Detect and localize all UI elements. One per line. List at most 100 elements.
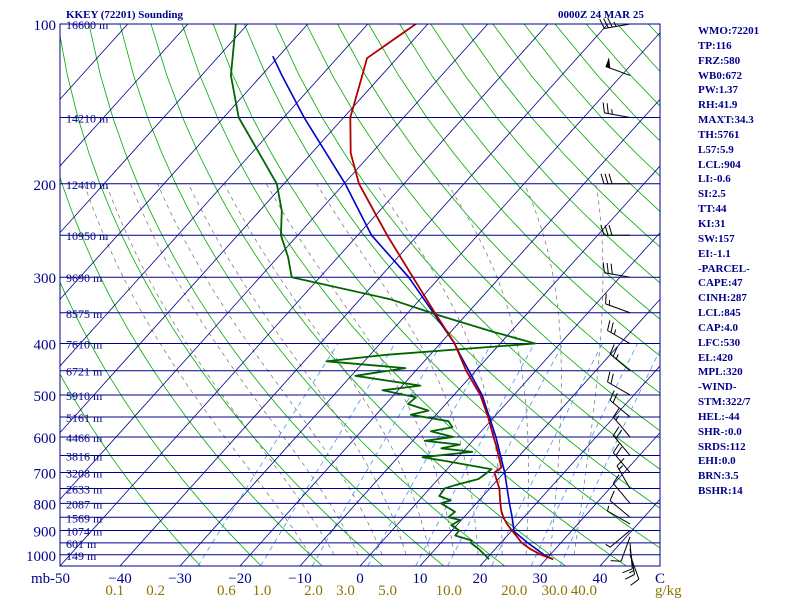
height-label: 2633 m [66,482,103,496]
wind-barb [609,490,631,518]
sounding-index-item: SRDS:112 [698,440,746,453]
wind-barb-staff [607,510,631,525]
temperature-tick-label: 20 [473,571,488,587]
wind-barb [605,57,631,76]
wind-barb-flag [610,560,622,562]
wind-barb-flag [612,474,620,484]
wind-barb [612,474,631,504]
wind-barb-flag [610,263,613,275]
wind-barb-flag [604,173,609,184]
sounding-index-item: HEL:-44 [698,410,740,423]
height-label: 4466 m [66,431,103,445]
wind-barb-flag [602,262,605,273]
wind-barb-staff [612,452,631,473]
moist-adiabat-line [523,183,562,555]
sounding-index-item: KI:31 [698,217,726,230]
plot-frame [59,23,661,567]
wind-barb [610,536,631,562]
wind-barb-staff [609,353,631,372]
sounding-profiles [230,24,554,561]
wind-barb-staff [609,399,631,418]
sounding-index-item: TH:5761 [698,128,740,141]
sounding-index-item: LCL:845 [698,307,741,320]
wind-barb-flag [610,373,614,385]
mixing-ratio-tick-label: 5.0 [378,583,397,599]
dry-adiabat-line [88,24,445,566]
mixing-ratio-line [197,343,339,566]
wind-barb-flag [630,578,640,586]
sounding-index-item: EI:-1.1 [698,247,731,260]
temperature-tick-label: 40 [593,571,608,587]
wind-barb-staff [605,303,631,314]
moist-adiabat-line [105,183,335,555]
sounding-index-item: PW:1.37 [698,84,739,97]
sounding-index-item: -PARCEL- [698,262,750,275]
wind-barb-flag [622,568,633,574]
height-label: 2087 m [66,497,103,511]
height-label: 6721 m [66,365,103,379]
sounding-index-item: LI:-0.6 [698,173,731,186]
isotherm-line [419,298,660,566]
moist-adiabat-line [157,183,383,555]
wind-barb-flag [624,574,635,580]
height-label: 16600 m [66,18,109,32]
isotherm-line [539,432,660,566]
dry-adiabat-line [212,24,660,549]
wind-barb [612,443,631,473]
dry-adiabat-line [181,24,627,566]
isotherms [60,24,660,566]
wind-barb-half-flag [628,570,635,574]
wind-barb-flag [607,371,611,383]
wind-barb-half-flag [615,354,619,360]
sounding-indices: WMO:72201 TP:116 FRZ:580 WB0:672 PW:1.37 RH:4… [698,24,759,499]
sounding-index-item: WB0:672 [698,69,742,82]
wind-barb-half-flag [618,465,623,470]
dry-adiabat-line [60,176,323,566]
wind-barb-flag [608,225,613,236]
mixing-ratio-tick-label: 20.0 [501,583,527,599]
mixing-ratio-line [530,343,639,566]
mixing-ratio-tick-label: 3.0 [336,583,355,599]
wind-barb-staff [607,330,631,344]
mixing-ratio-tick-label: 2.0 [304,583,323,599]
dry-adiabat-line [60,33,384,566]
wind-barb-flag [609,490,615,501]
height-label: 12410 m [66,178,109,192]
mixing-ratio-tick-label: 10.0 [436,583,462,599]
sounding-index-item: MAXT:34.3 [698,114,754,127]
height-label: 149 m [66,549,97,563]
isotherm-line [60,24,309,300]
wind-barb-flag [612,443,620,453]
wind-barb-flag [606,103,609,114]
mixing-ratio-line [415,343,535,566]
dry-adiabat-line [60,281,262,566]
dry-adiabat-line [274,24,660,470]
wind-barb-flag [606,262,609,274]
sounding-index-item: STM:322/7 [698,396,751,409]
sounding-index-item: MPL:320 [698,366,743,379]
wind-barb-flag [603,18,609,29]
sounding-index-item: CINH:287 [698,292,747,305]
wind-barb-flag [602,102,605,113]
sounding-index-item: EL:420 [698,351,733,364]
wind-barb [602,102,631,118]
dry-adiabat-line [337,24,660,394]
height-label: 8575 m [66,307,103,321]
dry-adiabat-line [306,24,660,432]
mixing-ratio-unit-label: g/kg [655,583,682,599]
wind-barb-pennant [605,57,611,69]
pressure-unit-label: mb [31,571,50,587]
height-label: 9690 m [66,271,103,285]
wind-barb [602,262,631,278]
height-label: 14210 m [66,111,109,125]
temperature-tick-label: 10 [413,571,428,587]
pressure-tick-label: 700 [34,467,57,483]
mixing-ratio-line [311,343,442,566]
wind-barb-flag [609,344,615,355]
isotherm-line [239,98,660,566]
height-label: 10950 m [66,229,109,243]
mixing-ratio-tick-label: 30.0 [541,583,567,599]
wind-barb-flag [612,426,620,436]
